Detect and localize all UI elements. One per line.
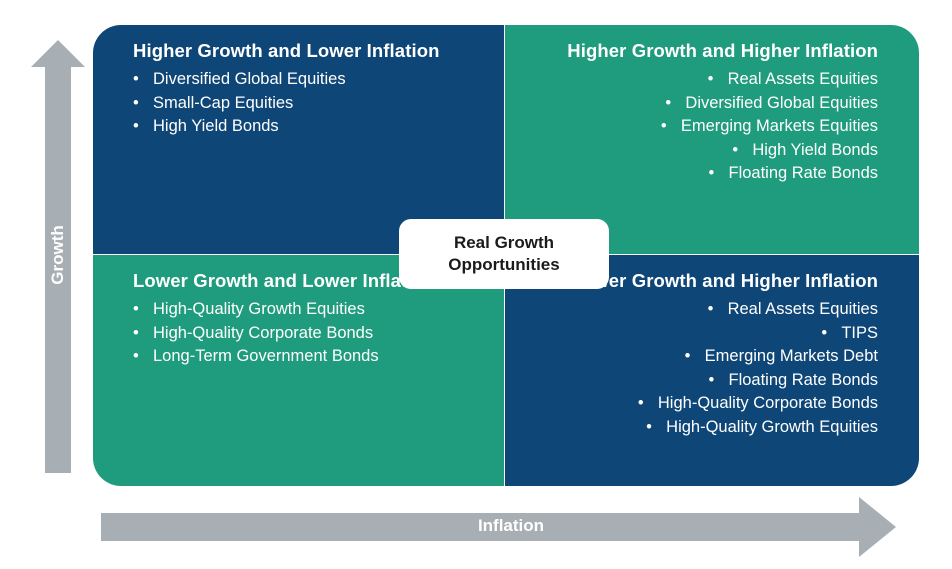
list-item: High-Quality Corporate Bonds — [505, 392, 878, 416]
list-item: Floating Rate Bonds — [505, 369, 878, 393]
quadrant-higher-growth-higher-inflation: Higher Growth and Higher Inflation Real … — [505, 25, 919, 254]
list-item: TIPS — [505, 322, 878, 346]
list-item: High Yield Bonds — [133, 115, 504, 139]
quadrant-list: Real Assets EquitiesDiversified Global E… — [505, 68, 878, 186]
list-item: Emerging Markets Equities — [505, 115, 878, 139]
list-item: High-Quality Growth Equities — [505, 416, 878, 440]
list-item: Emerging Markets Debt — [505, 345, 878, 369]
quadrant-higher-growth-lower-inflation: Higher Growth and Lower Inflation Divers… — [93, 25, 504, 254]
quadrant-grid: Higher Growth and Lower Inflation Divers… — [93, 25, 919, 486]
list-item: Diversified Global Equities — [133, 68, 504, 92]
list-item: Real Assets Equities — [505, 298, 878, 322]
quadrant-title: Higher Growth and Lower Inflation — [133, 40, 440, 61]
list-item: High Yield Bonds — [505, 139, 878, 163]
quadrant-lower-growth-lower-inflation: Lower Growth and Lower Inflation High-Qu… — [93, 255, 504, 486]
inflation-arrow — [101, 497, 896, 557]
quadrant-title: Lower Growth and Lower Inflation — [133, 270, 436, 291]
inflation-arrow-shape — [101, 497, 896, 557]
growth-arrow — [31, 40, 85, 473]
list-item: Small-Cap Equities — [133, 92, 504, 116]
center-label: Real Growth Opportunities — [399, 219, 609, 289]
center-label-text: Real Growth Opportunities — [448, 233, 560, 274]
growth-arrow-shape — [31, 40, 85, 473]
list-item: Real Assets Equities — [505, 68, 878, 92]
quadrant-list: Diversified Global EquitiesSmall-Cap Equ… — [133, 68, 504, 139]
list-item: Diversified Global Equities — [505, 92, 878, 116]
list-item: Floating Rate Bonds — [505, 162, 878, 186]
list-item: High-Quality Growth Equities — [133, 298, 504, 322]
growth-axis-label: Growth — [48, 225, 67, 285]
quadrant-title: Lower Growth and Higher Inflation — [571, 270, 878, 291]
quadrant-title: Higher Growth and Higher Inflation — [567, 40, 878, 61]
quadrant-lower-growth-higher-inflation: Lower Growth and Higher Inflation Real A… — [505, 255, 919, 486]
quadrant-list: High-Quality Growth EquitiesHigh-Quality… — [133, 298, 504, 369]
list-item: Long-Term Government Bonds — [133, 345, 504, 369]
quadrant-list: Real Assets EquitiesTIPSEmerging Markets… — [505, 298, 878, 439]
inflation-axis-label: Inflation — [477, 516, 545, 535]
list-item: High-Quality Corporate Bonds — [133, 322, 504, 346]
